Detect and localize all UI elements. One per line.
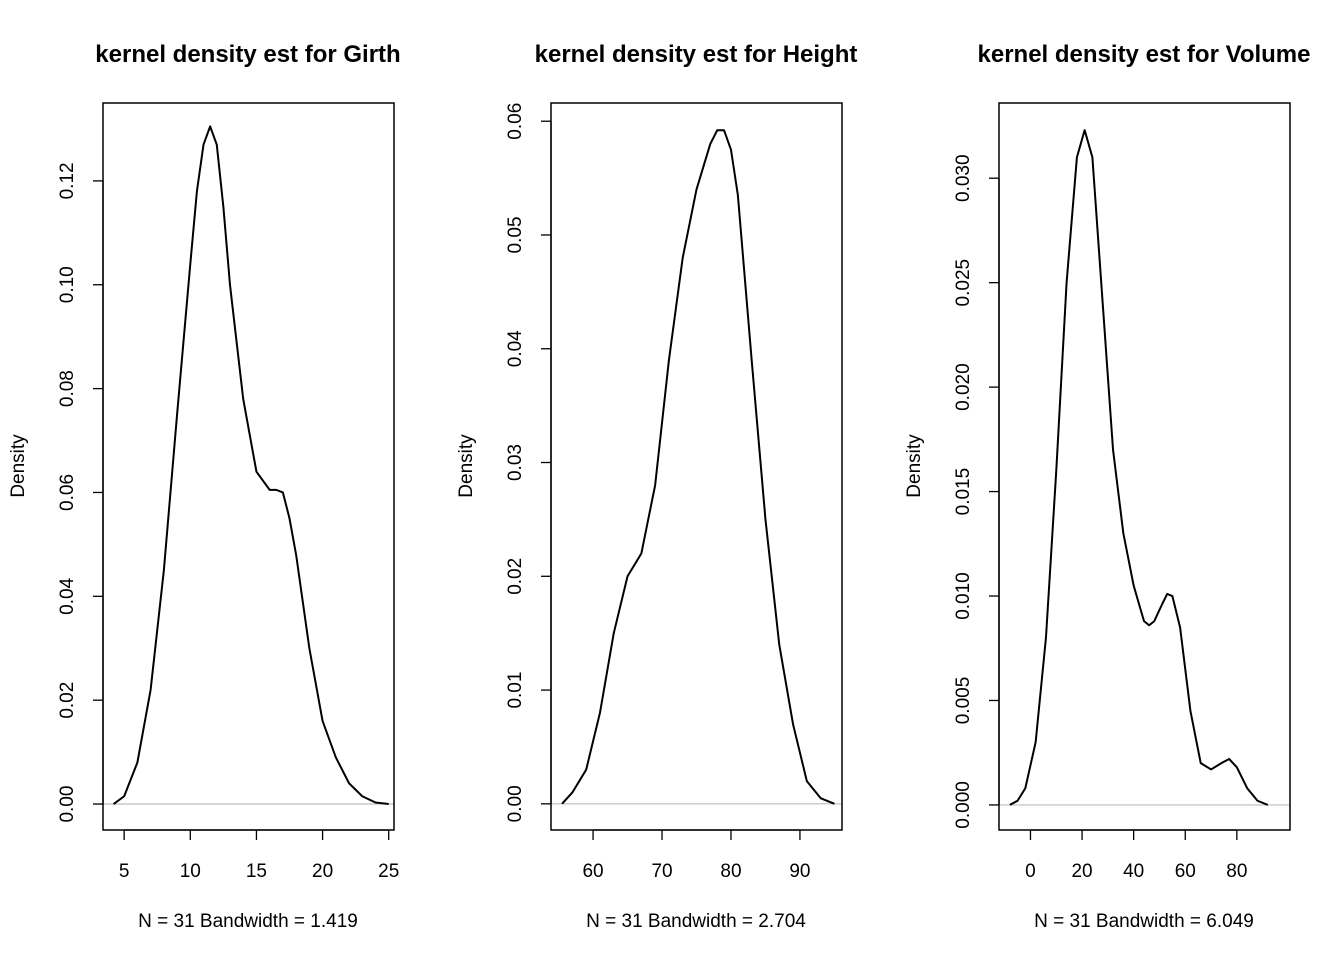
y-tick-label: 0.02 bbox=[57, 682, 78, 719]
y-tick-label: 0.02 bbox=[505, 558, 526, 595]
y-tick-label: 0.06 bbox=[505, 103, 526, 140]
y-tick-label: 0.025 bbox=[953, 259, 974, 307]
y-tick-label: 0.00 bbox=[57, 786, 78, 823]
y-axis-label: Density bbox=[8, 434, 29, 498]
y-tick-label: 0.08 bbox=[57, 370, 78, 407]
x-tick-label: 80 bbox=[1226, 861, 1247, 882]
y-tick-label: 0.010 bbox=[953, 572, 974, 620]
y-tick-label: 0.04 bbox=[505, 330, 526, 367]
y-tick-label: 0.015 bbox=[953, 468, 974, 516]
y-tick-label: 0.020 bbox=[953, 363, 974, 411]
y-tick-label: 0.03 bbox=[505, 444, 526, 481]
y-tick-label: 0.01 bbox=[505, 672, 526, 709]
x-axis-label: N = 31 Bandwidth = 1.419 bbox=[138, 911, 358, 932]
x-tick-label: 20 bbox=[1071, 861, 1092, 882]
y-tick-label: 0.00 bbox=[505, 785, 526, 822]
density-curve bbox=[112, 125, 389, 806]
x-axis-label: N = 31 Bandwidth = 2.704 bbox=[586, 911, 806, 932]
plot-frame bbox=[550, 102, 843, 831]
chart-title: kernel density est for Girth bbox=[95, 41, 400, 68]
x-axis-label: N = 31 Bandwidth = 6.049 bbox=[1034, 911, 1254, 932]
x-tick-label: 40 bbox=[1123, 861, 1144, 882]
x-tick-label: 0 bbox=[1025, 861, 1036, 882]
x-tick-label: 5 bbox=[119, 861, 130, 882]
density-panel-height: kernel density est for Height Density N … bbox=[456, 41, 857, 932]
x-tick-label: 70 bbox=[651, 861, 672, 882]
x-tick-label: 60 bbox=[1175, 861, 1196, 882]
density-panel-girth: kernel density est for Girth Density N =… bbox=[8, 41, 401, 932]
y-tick-label: 0.005 bbox=[953, 677, 974, 725]
chart-title: kernel density est for Volume bbox=[978, 41, 1311, 68]
x-tick-label: 15 bbox=[246, 861, 267, 882]
y-tick-label: 0.06 bbox=[57, 474, 78, 511]
x-tick-label: 20 bbox=[312, 861, 333, 882]
y-tick-label: 0.10 bbox=[57, 266, 78, 303]
plot-frame bbox=[102, 102, 395, 831]
density-panel-volume: kernel density est for Volume Density N … bbox=[904, 41, 1311, 932]
x-tick-label: 90 bbox=[789, 861, 810, 882]
plot-frame bbox=[998, 102, 1291, 831]
y-tick-label: 0.12 bbox=[57, 162, 78, 199]
y-tick-label: 0.030 bbox=[953, 154, 974, 202]
y-axis-label: Density bbox=[456, 434, 477, 498]
chart-title: kernel density est for Height bbox=[535, 41, 858, 68]
y-tick-label: 0.05 bbox=[505, 216, 526, 253]
x-tick-label: 60 bbox=[582, 861, 603, 882]
y-tick-label: 0.04 bbox=[57, 577, 78, 614]
y-axis-label: Density bbox=[904, 434, 925, 498]
y-tick-label: 0.000 bbox=[953, 781, 974, 829]
x-tick-label: 80 bbox=[720, 861, 741, 882]
x-tick-label: 25 bbox=[378, 861, 399, 882]
x-tick-label: 10 bbox=[180, 861, 201, 882]
density-curve bbox=[561, 129, 835, 805]
density-curve bbox=[1009, 129, 1269, 806]
